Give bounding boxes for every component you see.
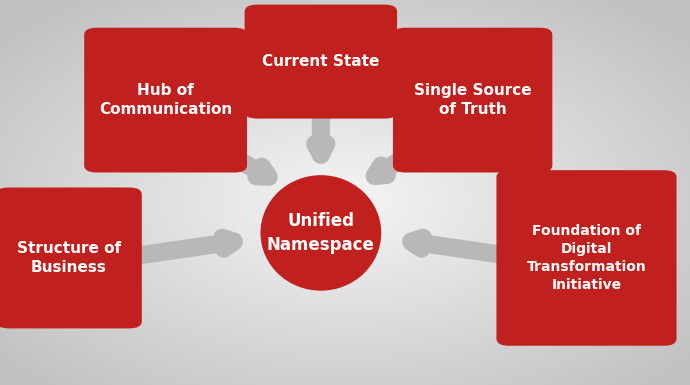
Text: Unified
Namespace: Unified Namespace (267, 212, 375, 254)
Text: Hub of
Communication: Hub of Communication (99, 83, 233, 117)
FancyBboxPatch shape (84, 28, 247, 172)
Ellipse shape (261, 175, 381, 291)
Text: Single Source
of Truth: Single Source of Truth (414, 83, 531, 117)
Text: Foundation of
Digital
Transformation
Initiative: Foundation of Digital Transformation Ini… (526, 224, 647, 292)
FancyBboxPatch shape (496, 170, 676, 346)
FancyBboxPatch shape (0, 187, 142, 328)
FancyBboxPatch shape (393, 28, 553, 172)
Text: Structure of
Business: Structure of Business (17, 241, 121, 275)
Text: Current State: Current State (262, 54, 380, 69)
FancyBboxPatch shape (245, 5, 397, 119)
